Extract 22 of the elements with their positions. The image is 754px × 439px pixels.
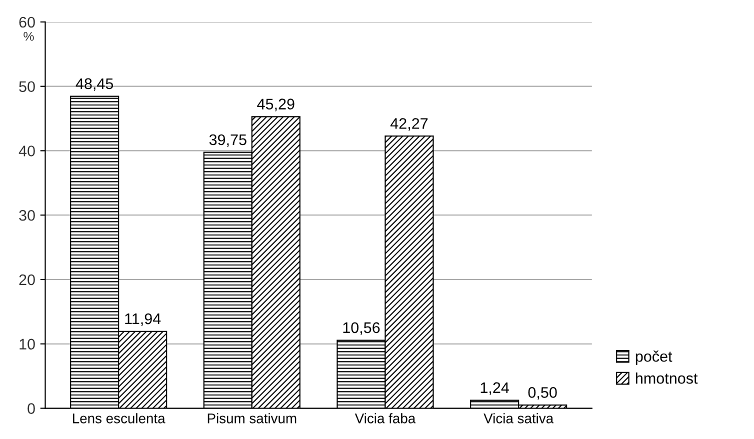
legend-label: počet: [636, 350, 672, 365]
data-label: 0,50: [528, 387, 557, 400]
data-label: 1,24: [480, 382, 509, 395]
x-tick-label: Lens esculenta: [73, 413, 166, 424]
y-tick-label: 10: [20, 338, 35, 350]
y-tick-label: 30: [19, 210, 35, 221]
data-label: 11,94: [125, 313, 161, 326]
y-tick-label: 20: [19, 274, 35, 286]
x-tick-label: Pisum sativum: [208, 413, 296, 424]
y-tick-label: 60: [19, 16, 35, 28]
data-label: 45,29: [257, 98, 294, 112]
data-label: 10,56: [343, 322, 380, 335]
y-tick-label: 0: [28, 403, 35, 414]
x-tick-label: Vicia sativa: [484, 413, 554, 424]
x-tick-label: Vicia faba: [354, 413, 416, 424]
y-tick-label: 40: [18, 146, 35, 156]
data-label: 42,27: [390, 118, 428, 131]
legend-label: hmotnost: [636, 372, 698, 384]
y-tick-label: 50: [19, 81, 35, 92]
y-axis-title: %: [24, 32, 34, 41]
data-label: 48,45: [76, 78, 114, 91]
data-label: 39,75: [209, 134, 246, 147]
